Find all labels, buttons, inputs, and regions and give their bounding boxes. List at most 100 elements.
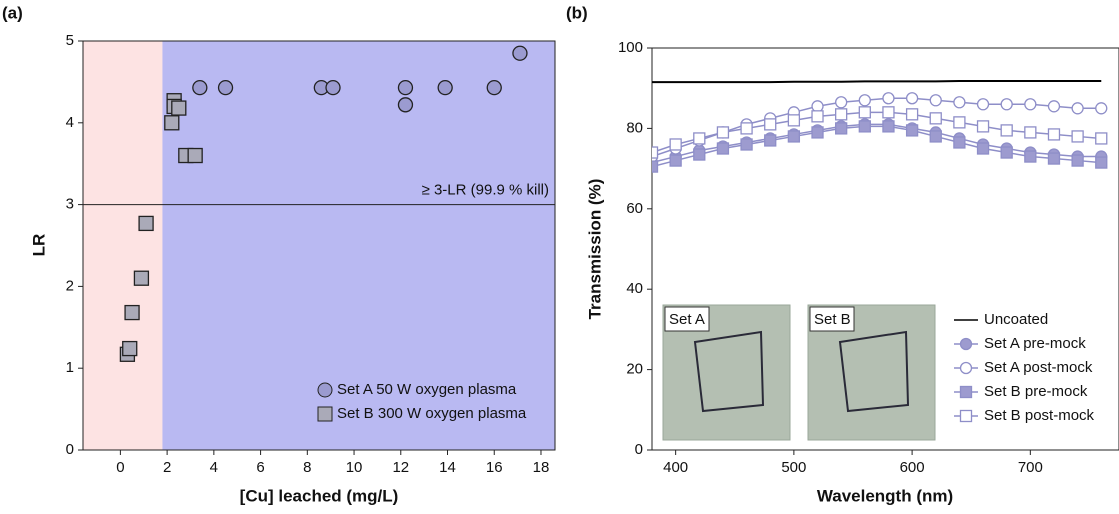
marker: [1071, 102, 1084, 115]
marker: [905, 124, 919, 137]
legend-label: Set A pre-mock: [984, 335, 1086, 352]
marker: [929, 130, 942, 143]
marker: [929, 112, 942, 125]
marker: [858, 106, 871, 119]
marker: [835, 122, 848, 135]
region: [83, 41, 163, 450]
y-tick-label: 4: [66, 114, 74, 131]
inset-label: Set B: [814, 311, 851, 328]
marker: [716, 142, 730, 155]
marker: [652, 160, 659, 173]
marker: [716, 126, 730, 139]
y-tick-label: 20: [626, 361, 643, 378]
marker: [787, 130, 801, 143]
legend-label: Uncoated: [984, 311, 1048, 328]
legend-marker: [959, 337, 973, 351]
plot-area: [652, 79, 1108, 173]
x-tick-label: 8: [303, 459, 311, 476]
marker: [217, 79, 234, 96]
marker: [953, 136, 966, 149]
marker: [811, 126, 824, 139]
y-tick-label: 5: [66, 32, 74, 49]
x-tick-label: 16: [486, 459, 503, 476]
marker: [1047, 100, 1061, 113]
marker: [740, 138, 753, 151]
marker: [693, 132, 706, 145]
marker: [397, 97, 414, 113]
legend-marker: [317, 382, 333, 398]
legend-label: Set B post-mock: [984, 407, 1095, 424]
plot-frame: [651, 47, 1119, 451]
marker: [858, 120, 871, 133]
marker: [171, 100, 187, 116]
x-axis-label: [Cu] leached (mg/L): [240, 486, 399, 505]
legend-label: Set B 300 W oxygen plasma: [337, 405, 527, 422]
marker: [669, 138, 682, 151]
marker: [882, 106, 895, 119]
marker: [1024, 98, 1037, 111]
marker: [124, 304, 140, 321]
marker: [764, 134, 777, 147]
marker: [882, 120, 895, 133]
y-tick-label: 2: [66, 277, 74, 294]
marker: [138, 215, 154, 232]
inset-drawing: [693, 330, 765, 413]
marker: [437, 79, 453, 96]
marker: [835, 96, 848, 109]
marker: [835, 108, 848, 121]
marker: [811, 100, 824, 113]
region: [162, 41, 555, 450]
x-axis-label: Wavelength (nm): [817, 486, 953, 505]
marker: [1024, 126, 1037, 139]
marker: [1095, 156, 1108, 169]
series-line: [652, 79, 1102, 84]
x-tick-label: 6: [256, 459, 264, 476]
x-tick-label: 700: [1018, 459, 1043, 476]
legend-marker: [959, 361, 973, 375]
x-tick-label: 0: [116, 459, 124, 476]
y-tick-label: 40: [626, 280, 643, 297]
inset-label-box: [809, 306, 855, 332]
x-tick-label: 10: [346, 459, 363, 476]
x-tick-label: 2: [163, 459, 171, 476]
marker: [1000, 146, 1013, 159]
panel-label: (b): [566, 3, 588, 22]
marker: [811, 110, 824, 123]
marker: [1000, 98, 1013, 111]
marker: [1071, 130, 1084, 143]
legend-marker: [317, 406, 333, 422]
x-tick-label: 400: [663, 459, 688, 476]
panel-label: (a): [2, 3, 23, 22]
marker: [976, 120, 990, 133]
marker: [652, 146, 659, 159]
marker: [187, 147, 203, 164]
x-tick-label: 4: [210, 459, 218, 476]
legend-label: Set B pre-mock: [984, 383, 1088, 400]
marker: [192, 79, 208, 96]
annotation: ≥ 3-LR (99.9 % kill): [422, 182, 549, 199]
marker: [1095, 102, 1108, 115]
y-tick-label: 0: [66, 441, 74, 458]
marker: [1047, 128, 1061, 141]
marker: [1000, 124, 1013, 137]
inset-label: Set A: [669, 311, 705, 328]
legend-label: Set A 50 W oxygen plasma: [337, 381, 517, 398]
marker: [693, 148, 706, 161]
marker: [397, 79, 414, 96]
marker: [905, 108, 919, 121]
y-axis-label: Transmission (%): [585, 179, 604, 320]
marker: [512, 45, 528, 61]
x-tick-label: 500: [781, 459, 806, 476]
y-tick-label: 1: [66, 359, 74, 376]
y-tick-label: 80: [626, 119, 643, 136]
marker: [122, 340, 138, 357]
x-tick-label: 18: [533, 459, 550, 476]
marker: [1024, 150, 1037, 163]
x-tick-label: 14: [439, 459, 456, 476]
marker: [325, 79, 341, 96]
y-tick-label: 3: [66, 196, 74, 213]
y-tick-label: 100: [618, 39, 643, 56]
inset-label-box: [664, 306, 710, 332]
legend-label: Set A post-mock: [984, 359, 1093, 376]
